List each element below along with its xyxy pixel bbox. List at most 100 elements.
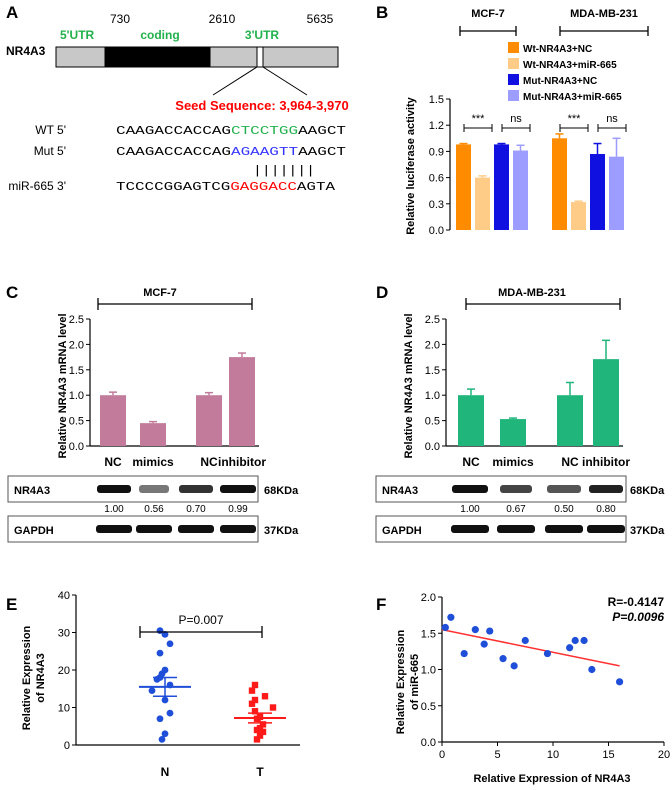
f-point xyxy=(543,649,552,658)
d-chart-bar xyxy=(458,395,484,446)
e-point-t xyxy=(251,708,259,715)
b-bar-Wt-NR4A3+miR-665 xyxy=(571,202,586,230)
b-bar-Wt-NR4A3+miR-665 xyxy=(475,177,490,230)
e-chart: 0 10 20 30 40 N T xyxy=(58,590,300,779)
c-band-gapdh xyxy=(220,525,256,533)
c-chart-y-tick-label: 0.5 xyxy=(69,416,84,428)
f-point xyxy=(580,636,588,645)
f-y-tick-label: 2.0 xyxy=(421,592,436,604)
c-bracket xyxy=(97,298,253,310)
b-legend-swatch xyxy=(508,74,519,85)
b-y-tick-label: 0.6 xyxy=(429,173,444,185)
panel-c: MCF-7 Relative NR4A3 mRNA level 0.0 0.5 1.… xyxy=(7,287,299,543)
f-y-tick-label: 0.0 xyxy=(421,737,436,749)
e-ylabel-line2: of NR4A3 xyxy=(35,653,47,703)
position-730: 730 xyxy=(110,12,130,26)
e-point-n xyxy=(158,735,166,743)
e-point-n xyxy=(166,709,174,717)
b-cellline-mcf7: MCF-7 xyxy=(471,8,505,20)
f-r-value: R=-0.4147 xyxy=(608,595,665,609)
mir-label: miR-665 3' xyxy=(8,179,66,193)
d-band-nr4a3 xyxy=(589,485,623,493)
f-point xyxy=(486,627,494,635)
gene-3utr-box xyxy=(209,46,339,68)
f-fit-line xyxy=(441,628,620,667)
b-sig-brackets xyxy=(463,124,627,132)
c-band-gapdh xyxy=(136,525,172,533)
b-legend-swatch xyxy=(508,58,519,69)
c-chart-bar xyxy=(100,395,126,446)
f-ylabel-line2: of miR-665 xyxy=(409,654,421,710)
c-blot-control-size: 37KDa xyxy=(264,525,299,537)
b-legend-label: Mut-NR4A3+miR-665 xyxy=(523,92,622,103)
b-bar-Mut-NR4A3+NC xyxy=(494,144,509,230)
e-y-tick-label: 20 xyxy=(58,665,70,677)
e-pvalue-bracket xyxy=(139,626,263,638)
c-ylabel: Relative NR4A3 mRNA level xyxy=(57,313,69,458)
b-ylabel: Relative luciferase activity xyxy=(405,96,417,234)
region-coding: coding xyxy=(140,28,179,42)
pairing-bars: ||||||| xyxy=(253,164,315,178)
zoom-line-left xyxy=(212,66,258,96)
e-point-n xyxy=(148,687,156,695)
d-chart-y-tick-label: 2.0 xyxy=(425,339,440,351)
d-band-gapdh xyxy=(587,525,625,533)
d-chart-category-label: inhibitor xyxy=(582,455,630,469)
b-cellline-mda: MDA-MB-231 xyxy=(570,8,638,20)
e-pvalue: P=0.007 xyxy=(178,613,223,627)
e-point-n xyxy=(161,730,169,738)
c-band-nr4a3 xyxy=(97,485,131,493)
mut-sequence: CAAGACCACCAG AGAAGTT AAGCT xyxy=(116,145,346,159)
c-band-gapdh xyxy=(178,525,214,533)
gene-label: NR4A3 xyxy=(6,44,46,58)
panel-letter-a: A xyxy=(6,3,18,22)
c-band-nr4a3 xyxy=(139,485,169,493)
c-chart-y-tick-label: 1.5 xyxy=(69,365,84,377)
seed-sequence-label: Seed Sequence: 3,964-3,970 xyxy=(175,98,348,113)
f-point xyxy=(521,636,529,645)
c-chart: 0.00.51.01.52.02.5NC mimics NC inhibitor xyxy=(69,314,267,469)
c-quant-3: 0.70 xyxy=(186,504,206,515)
c-chart-y-tick-label: 0.0 xyxy=(69,441,84,453)
d-chart-bar xyxy=(557,395,583,446)
d-band-gapdh xyxy=(497,525,535,533)
b-sig-1: *** xyxy=(472,113,486,125)
e-point-t xyxy=(256,732,264,739)
d-chart-y-tick-label: 1.0 xyxy=(425,390,440,402)
f-chart: 0.0 0.5 1.0 1.5 2.0 0 5 10 15 20 xyxy=(421,592,670,761)
c-chart-category-label: NC xyxy=(104,455,122,469)
d-chart-bar xyxy=(500,419,526,446)
c-blot-gapdh xyxy=(7,515,259,543)
d-band-nr4a3 xyxy=(500,485,532,493)
b-legend-label: Mut-NR4A3+NC xyxy=(523,76,597,87)
e-point-n xyxy=(166,640,174,648)
d-blot-protein-label: NR4A3 xyxy=(382,485,418,497)
f-point xyxy=(571,636,579,645)
f-point xyxy=(566,644,574,652)
f-y-tick-label: 1.5 xyxy=(421,628,436,640)
e-point-t xyxy=(248,687,256,694)
b-sig-2: ns xyxy=(510,113,522,125)
panel-d: MDA-MB-231 Relative NR4A3 mRNA level 0.0… xyxy=(375,287,665,543)
e-category-label: N xyxy=(161,765,170,779)
c-cellline: MCF-7 xyxy=(143,287,177,299)
d-chart-category-label: NC xyxy=(462,455,480,469)
mut-label: Mut 5' xyxy=(34,144,66,158)
panel-f: Relative Expression of miR-665 0.0 0.5 1.0 1… xyxy=(395,592,670,785)
d-quant-1: 1.00 xyxy=(460,504,480,515)
e-y-tick-label: 10 xyxy=(58,703,70,715)
d-chart-category-label: NC xyxy=(561,455,579,469)
f-point xyxy=(480,640,488,648)
f-x-tick-label: 10 xyxy=(547,749,559,761)
f-point xyxy=(460,649,468,658)
e-point-t xyxy=(259,721,267,728)
c-blot-bands xyxy=(96,485,256,533)
f-point xyxy=(471,626,479,634)
panel-b: MCF-7 MDA-MB-231 Relative luciferase act… xyxy=(405,8,649,237)
wt-label: WT 5' xyxy=(35,123,66,137)
c-blot-protein-label: NR4A3 xyxy=(14,485,50,497)
f-point xyxy=(588,665,596,674)
c-quant-1: 1.00 xyxy=(104,504,124,515)
